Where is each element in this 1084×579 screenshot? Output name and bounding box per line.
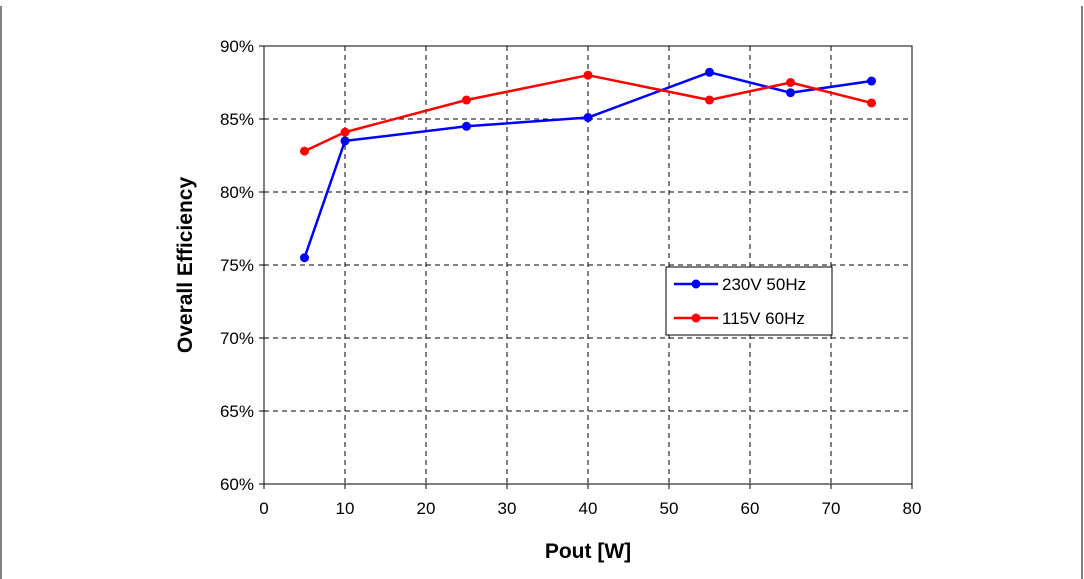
data-point <box>300 146 309 156</box>
data-point <box>867 98 876 108</box>
data-point <box>583 70 593 80</box>
legend: 230V 50Hz 115V 60Hz <box>665 266 833 336</box>
data-point <box>786 88 795 98</box>
x-tick-label: 10 <box>336 499 355 518</box>
data-point <box>340 127 350 137</box>
legend-label: 115V 60Hz <box>722 309 805 328</box>
x-tick-label: 40 <box>579 499 598 518</box>
data-point <box>583 113 593 123</box>
data-point <box>340 136 350 146</box>
y-tick-label: 70% <box>220 329 254 348</box>
x-tick-label: 30 <box>498 499 517 518</box>
legend-swatch-marker <box>691 279 701 289</box>
data-point <box>705 67 714 77</box>
series-1 <box>300 67 876 263</box>
data-point <box>300 253 309 263</box>
x-tick-label: 70 <box>822 499 841 518</box>
data-point <box>705 95 714 105</box>
x-tick-label: 20 <box>417 499 436 518</box>
data-point <box>786 78 795 87</box>
y-tick-label: 65% <box>220 402 254 421</box>
x-tick-label: 0 <box>259 499 268 518</box>
x-tick-label: 80 <box>903 499 922 518</box>
x-tick-label: 60 <box>741 499 760 518</box>
data-point <box>462 121 471 131</box>
y-tick-label: 80% <box>220 183 254 202</box>
y-axis-title: Overall Efficiency <box>174 177 197 354</box>
data-point <box>867 76 876 86</box>
x-axis-ticks: 0 10 20 30 40 50 60 70 80 <box>259 484 921 518</box>
legend-label: 230V 50Hz <box>722 275 806 294</box>
legend-items: 230V 50Hz 115V 60Hz <box>674 275 806 328</box>
data-point <box>462 95 471 105</box>
y-tick-label: 85% <box>220 110 254 129</box>
y-tick-label: 90% <box>220 37 254 56</box>
y-axis-ticks: 60% 65% 70% 75% 80% 85% 90% <box>220 37 264 494</box>
x-tick-label: 50 <box>660 499 679 518</box>
x-axis-title: Pout [W] <box>545 540 631 563</box>
series-2 <box>300 70 876 156</box>
series-layer <box>300 67 876 263</box>
legend-box <box>665 266 833 336</box>
legend-swatch-marker <box>691 313 701 323</box>
y-tick-label: 75% <box>220 256 254 275</box>
y-tick-label: 60% <box>220 475 254 494</box>
